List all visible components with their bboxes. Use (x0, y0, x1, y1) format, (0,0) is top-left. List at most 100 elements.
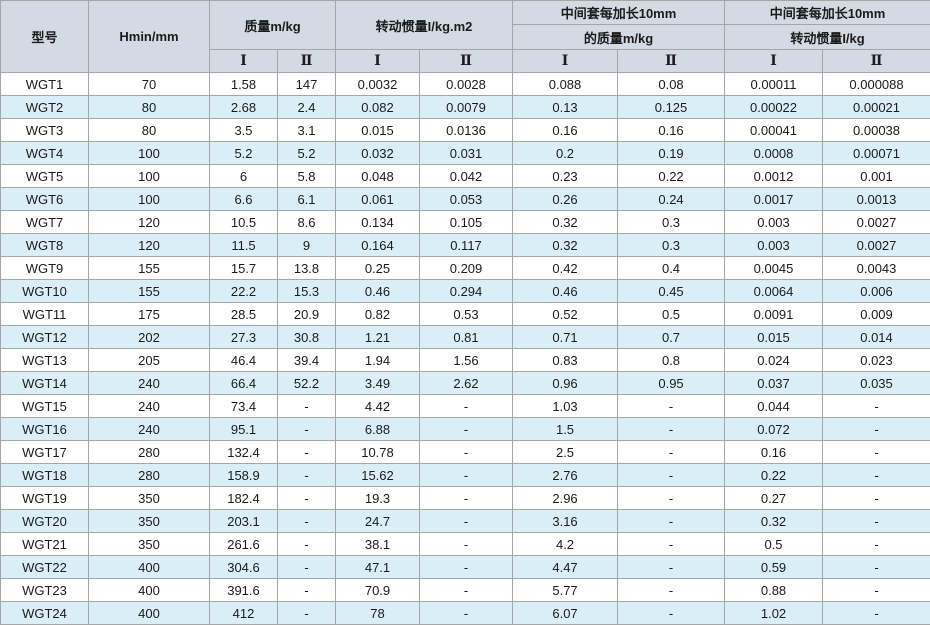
hmin-cell: 240 (88, 417, 210, 441)
inertia-2-cell: 0.0079 (418, 95, 514, 119)
ext-mass-2-cell: 0.45 (617, 279, 726, 303)
header-group-ext-mass-line2: 的质量m/kg (512, 24, 726, 50)
table-row: WGT2 80 2.68 2.4 0.082 0.0079 0.13 0.125… (0, 95, 930, 119)
ext-mass-2-cell: 0.3 (617, 233, 726, 257)
ext-inertia-2-cell: - (822, 394, 930, 418)
model-cell: WGT7 (0, 210, 89, 234)
ext-inertia-1-cell: 0.27 (724, 486, 824, 510)
ext-mass-2-cell: 0.3 (617, 210, 726, 234)
model-cell: WGT20 (0, 509, 89, 533)
ext-inertia-1-cell: 0.00022 (724, 95, 824, 119)
table-row: WGT21 350 261.6 - 38.1 - 4.2 - 0.5 - (0, 532, 930, 556)
inertia-2-cell: - (418, 440, 514, 464)
ext-inertia-2-cell: 0.0043 (822, 256, 930, 280)
mass-1-cell: 158.9 (209, 463, 278, 487)
hmin-cell: 100 (88, 164, 210, 188)
ext-mass-1-cell: 0.32 (512, 233, 619, 257)
inertia-2-cell: - (418, 555, 514, 579)
table-row: WGT9 155 15.7 13.8 0.25 0.209 0.42 0.4 0… (0, 256, 930, 280)
mass-1-cell: 28.5 (209, 302, 278, 326)
header-group-mass: 质量m/kg (209, 0, 336, 50)
table-row: WGT19 350 182.4 - 19.3 - 2.96 - 0.27 - (0, 486, 930, 510)
subheader-inertia-1: Ⅰ (335, 49, 420, 73)
ext-inertia-2-cell: - (822, 463, 930, 487)
inertia-1-cell: 0.46 (335, 279, 420, 303)
ext-mass-1-cell: 0.26 (512, 187, 619, 211)
mass-2-cell: 5.2 (277, 141, 336, 165)
ext-mass-2-cell: - (617, 601, 726, 625)
inertia-2-cell: 0.105 (418, 210, 514, 234)
ext-inertia-1-cell: 0.00011 (724, 72, 824, 96)
ext-mass-1-cell: 2.76 (512, 463, 619, 487)
ext-inertia-2-cell: 0.00071 (822, 141, 930, 165)
table-row: WGT24 400 412 - 78 - 6.07 - 1.02 - (0, 601, 930, 625)
inertia-1-cell: 0.032 (335, 141, 420, 165)
mass-1-cell: 6 (209, 164, 278, 188)
ext-mass-2-cell: - (617, 394, 726, 418)
table-row: WGT18 280 158.9 - 15.62 - 2.76 - 0.22 - (0, 463, 930, 487)
table-row: WGT12 202 27.3 30.8 1.21 0.81 0.71 0.7 0… (0, 325, 930, 349)
mass-1-cell: 95.1 (209, 417, 278, 441)
ext-inertia-1-cell: 0.0017 (724, 187, 824, 211)
inertia-2-cell: - (418, 509, 514, 533)
inertia-1-cell: 0.015 (335, 118, 420, 142)
ext-mass-1-cell: 4.2 (512, 532, 619, 556)
ext-mass-1-cell: 0.46 (512, 279, 619, 303)
ext-inertia-2-cell: - (822, 532, 930, 556)
mass-2-cell: - (277, 601, 336, 625)
model-cell: WGT6 (0, 187, 89, 211)
mass-1-cell: 2.68 (209, 95, 278, 119)
inertia-1-cell: 15.62 (335, 463, 420, 487)
model-cell: WGT14 (0, 371, 89, 395)
inertia-2-cell: 0.81 (418, 325, 514, 349)
model-cell: WGT5 (0, 164, 89, 188)
ext-inertia-2-cell: 0.0027 (822, 210, 930, 234)
ext-inertia-1-cell: 0.0008 (724, 141, 824, 165)
ext-mass-2-cell: - (617, 463, 726, 487)
mass-1-cell: 22.2 (209, 279, 278, 303)
inertia-1-cell: 0.0032 (335, 72, 420, 96)
inertia-1-cell: 70.9 (335, 578, 420, 602)
inertia-1-cell: 24.7 (335, 509, 420, 533)
ext-mass-1-cell: 2.5 (512, 440, 619, 464)
subheader-ext-inertia-1: Ⅰ (724, 49, 824, 73)
ext-inertia-2-cell: 0.009 (822, 302, 930, 326)
header-group-ext-inertia-line2: 转动惯量I/kg (724, 24, 930, 50)
mass-2-cell: - (277, 532, 336, 556)
mass-1-cell: 3.5 (209, 118, 278, 142)
hmin-cell: 205 (88, 348, 210, 372)
ext-mass-1-cell: 0.42 (512, 256, 619, 280)
inertia-1-cell: 6.88 (335, 417, 420, 441)
model-cell: WGT18 (0, 463, 89, 487)
hmin-cell: 155 (88, 279, 210, 303)
model-cell: WGT24 (0, 601, 89, 625)
ext-inertia-2-cell: 0.00038 (822, 118, 930, 142)
model-cell: WGT8 (0, 233, 89, 257)
inertia-1-cell: 0.048 (335, 164, 420, 188)
mass-2-cell: 3.1 (277, 118, 336, 142)
mass-2-cell: 20.9 (277, 302, 336, 326)
inertia-1-cell: 78 (335, 601, 420, 625)
ext-inertia-1-cell: 0.037 (724, 371, 824, 395)
ext-inertia-1-cell: 0.00041 (724, 118, 824, 142)
ext-mass-2-cell: 0.19 (617, 141, 726, 165)
ext-inertia-1-cell: 0.015 (724, 325, 824, 349)
ext-inertia-2-cell: 0.000088 (822, 72, 930, 96)
mass-1-cell: 66.4 (209, 371, 278, 395)
ext-mass-2-cell: 0.08 (617, 72, 726, 96)
mass-2-cell: 5.8 (277, 164, 336, 188)
ext-mass-1-cell: 0.088 (512, 72, 619, 96)
inertia-1-cell: 0.82 (335, 302, 420, 326)
model-cell: WGT1 (0, 72, 89, 96)
ext-inertia-1-cell: 0.59 (724, 555, 824, 579)
inertia-2-cell: 0.209 (418, 256, 514, 280)
inertia-2-cell: - (418, 394, 514, 418)
ext-mass-1-cell: 0.13 (512, 95, 619, 119)
mass-1-cell: 5.2 (209, 141, 278, 165)
model-cell: WGT22 (0, 555, 89, 579)
inertia-1-cell: 1.94 (335, 348, 420, 372)
header-model: 型号 (0, 0, 89, 73)
table-row: WGT20 350 203.1 - 24.7 - 3.16 - 0.32 - (0, 509, 930, 533)
ext-mass-1-cell: 1.03 (512, 394, 619, 418)
subheader-ext-mass-1: Ⅰ (512, 49, 619, 73)
